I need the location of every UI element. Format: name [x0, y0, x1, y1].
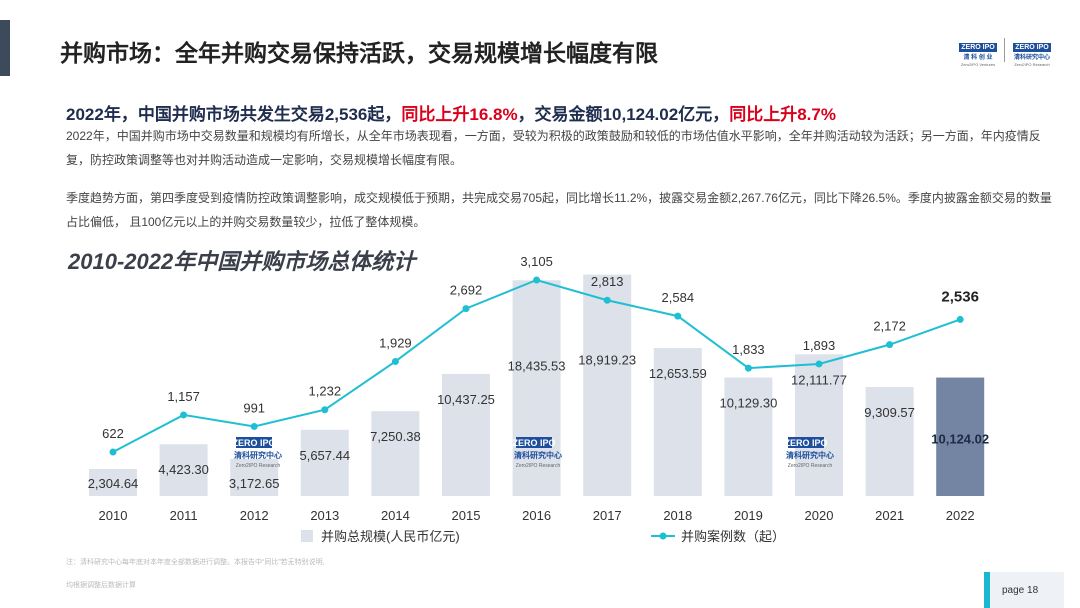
line-value-label-2011: 1,157: [167, 389, 200, 404]
headline-highlight: 同比上升16.8%: [401, 105, 518, 124]
bar-value-label-2017: 18,919.23: [578, 353, 636, 368]
x-tick-label-2019: 2019: [734, 508, 763, 523]
watermark-cn: 清科研究中心: [514, 450, 562, 460]
legend-label-line: 并购案例数（起）: [681, 529, 785, 544]
x-tick-label-2018: 2018: [663, 508, 692, 523]
quarterly-paragraph: 季度趋势方面，第四季度受到疫情防控政策调整影响，成交规模低于预期，共完成交易70…: [66, 191, 1052, 229]
headline: 2022年，中国并购市场共发生交易2,536起，同比上升16.8%，交易金额10…: [66, 105, 836, 124]
line-value-label-2015: 2,692: [450, 283, 483, 298]
line-value-label-2013: 1,232: [309, 384, 342, 399]
bar-2020: [795, 354, 843, 496]
line-point-2017: [603, 296, 611, 304]
x-tick-label-2010: 2010: [99, 508, 128, 523]
bar-value-label-2010: 2,304.64: [88, 476, 139, 491]
bar-2017: [583, 274, 632, 496]
line-value-label-2021: 2,172: [873, 319, 906, 334]
watermark-en: Zero2IPO Research: [788, 463, 833, 469]
line-point-2014: [391, 357, 399, 365]
line-value-label-2010: 622: [102, 426, 124, 441]
legend-label-bars: 并购总规模(人民币亿元): [321, 529, 460, 544]
watermark-badge-text: ZERO IPO: [784, 438, 827, 448]
bar-value-label-2021: 9,309.57: [864, 405, 915, 420]
bar-2012: [230, 458, 279, 496]
line-value-label-2012: 991: [243, 400, 265, 415]
page-title: 并购市场：全年并购交易保持活跃，交易规模增长幅度有限: [60, 40, 658, 66]
line-point-2019: [744, 364, 752, 372]
line-value-label-2016: 3,105: [520, 254, 553, 269]
watermark-cn: 清科研究中心: [234, 450, 282, 460]
bar-2014: [371, 411, 420, 496]
watermark-cn: 清科研究中心: [786, 450, 834, 460]
line-point-2013: [321, 406, 329, 414]
page-number: page 18: [1002, 585, 1039, 596]
watermark-badge: [788, 437, 824, 448]
zero2ipo-logo: ZERO IPO 清 科 创 业 Zero2IPO Ventures ZERO …: [954, 36, 1056, 67]
bar-value-label-2016: 18,435.53: [508, 358, 566, 373]
line-value-label-2022: 2,536: [941, 288, 979, 305]
zero2ipo-research-logo: ZERO IPO 清科研究中心 Zero2IPO Research: [1013, 43, 1051, 67]
x-tick-label-2015: 2015: [452, 508, 481, 523]
watermark-en: Zero2IPO Research: [236, 463, 281, 469]
line-point-2018: [674, 312, 682, 320]
watermark-badge: [236, 437, 272, 448]
x-tick-label-2013: 2013: [310, 508, 339, 523]
footnote: 均根据调整后数据计算: [66, 582, 136, 589]
line-value-label-2014: 1,929: [379, 335, 412, 350]
bar-value-label-2015: 10,437.25: [437, 392, 495, 407]
bar-value-label-2012: 3,172.65: [229, 476, 280, 491]
bar-value-label-2014: 7,250.38: [370, 429, 421, 444]
line-point-2021: [886, 341, 894, 349]
bar-2022: [936, 377, 985, 496]
bar-2010: [89, 469, 137, 496]
x-tick-label-2011: 2011: [170, 508, 198, 523]
bar-2019: [724, 377, 773, 496]
watermark-badge-text: ZERO IPO: [232, 438, 275, 448]
chart-title: 2010-2022年中国并购市场总体统计: [68, 249, 416, 274]
zero2ipo-ventures-logo: ZERO IPO 清 科 创 业 Zero2IPO Ventures: [959, 43, 997, 67]
line-value-label-2018: 2,584: [662, 290, 695, 305]
x-tick-label-2012: 2012: [240, 508, 269, 523]
x-tick-label-2016: 2016: [522, 508, 551, 523]
legend-swatch-point: [659, 532, 667, 540]
watermark-badge-text: ZERO IPO: [512, 438, 555, 448]
bar-value-label-2020: 12,111.77: [791, 372, 847, 387]
line-point-2010: [109, 448, 117, 456]
bar-value-label-2013: 5,657.44: [299, 448, 350, 463]
bar-value-label-2019: 10,129.30: [719, 395, 777, 410]
line-point-2022: [956, 315, 964, 323]
page-indicator: [984, 572, 1064, 608]
bar-2015: [442, 373, 490, 496]
bar-2021: [865, 387, 914, 496]
header-accent-bar: [0, 20, 10, 76]
bar-2011: [159, 444, 208, 496]
line-point-2015: [462, 305, 470, 313]
x-tick-label-2014: 2014: [381, 508, 410, 523]
line-value-label-2020: 1,893: [803, 338, 836, 353]
line-point-2011: [180, 411, 188, 419]
headline-highlight: 同比上升8.7%: [729, 105, 836, 124]
footnote: 注：清科研究中心每年底对本年度全部数据进行调整。本报告中“同比”若无特别说明,: [66, 559, 325, 566]
bar-value-label-2018: 12,653.59: [649, 366, 707, 381]
line-point-2012: [250, 422, 258, 430]
bar-2018: [653, 347, 702, 496]
bar-2016: [512, 280, 561, 496]
legend-swatch-bars: [301, 530, 313, 542]
x-tick-label-2020: 2020: [805, 508, 834, 523]
page-accent-bar: [984, 572, 990, 608]
line-value-label-2017: 2,813: [591, 274, 624, 289]
line-point-2020: [815, 360, 823, 368]
x-tick-label-2022: 2022: [946, 508, 975, 523]
bar-2013: [300, 429, 349, 496]
summary-paragraph: 2022年，中国并购市场中交易数量和规模均有所增长，从全年市场表现看，一方面，受…: [66, 129, 1041, 167]
bar-value-label-2011: 4,423.30: [158, 462, 209, 477]
bar-value-label-2022: 10,124.02: [931, 432, 989, 447]
x-tick-label-2021: 2021: [875, 508, 904, 523]
line-point-2016: [533, 276, 541, 284]
watermark-en: Zero2IPO Research: [516, 463, 561, 469]
line-value-label-2019: 1,833: [732, 342, 765, 357]
watermark-badge: [516, 437, 552, 448]
x-tick-label-2017: 2017: [593, 508, 622, 523]
